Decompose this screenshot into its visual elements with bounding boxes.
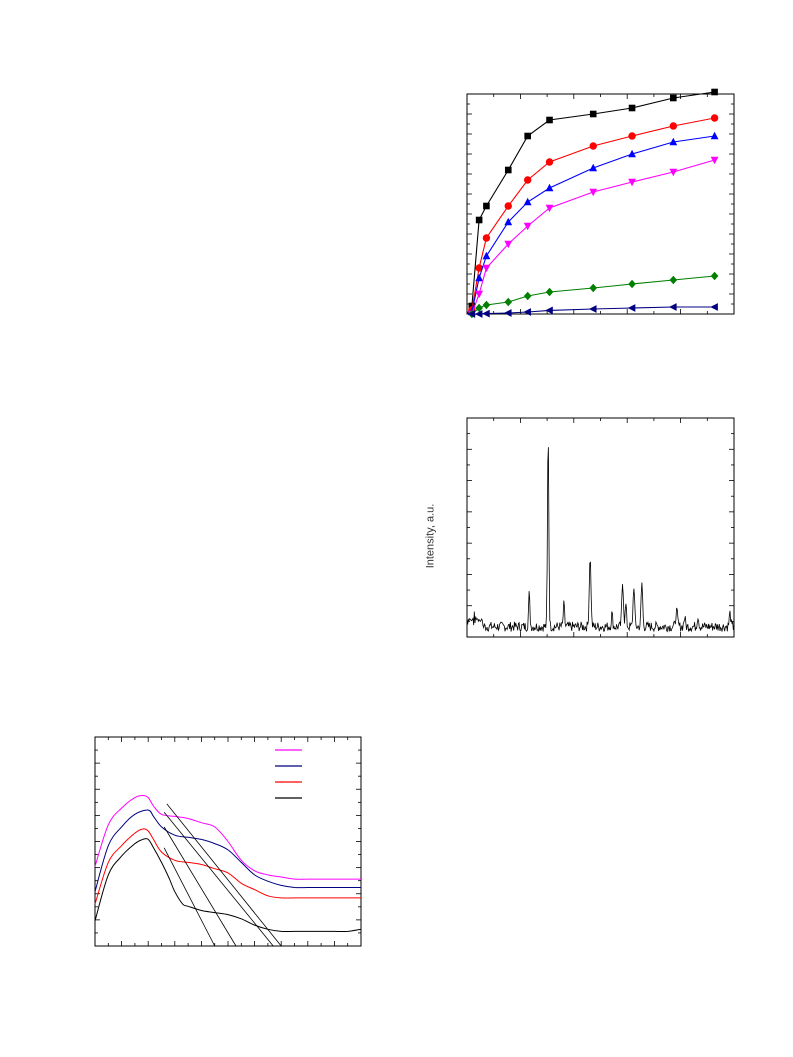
kinetics-data-point [669, 168, 678, 177]
kinetics-data-point [523, 197, 532, 206]
kinetics-data-point [503, 309, 512, 317]
kinetics-data-point [546, 116, 553, 124]
spectra-series-line-0 [94, 794, 361, 880]
kinetics-data-point [475, 216, 483, 224]
kinetics-data-point [589, 163, 598, 172]
kinetics-data-point [710, 303, 718, 311]
kinetics-data-point [523, 176, 532, 184]
kinetics-data-point [710, 131, 719, 140]
spectra-series-line-2 [94, 828, 361, 905]
spectra-series-line-3 [94, 838, 362, 933]
kinetics-data-point [468, 302, 476, 310]
kinetics-data-point [545, 158, 554, 166]
kinetics-data-point [627, 304, 636, 312]
kinetics-series-line-3 [467, 159, 715, 315]
spectra-tangent-line-1 [163, 826, 237, 947]
xrd-chart [466, 417, 735, 638]
kinetics-data-point [628, 279, 636, 289]
kinetics-data-point [475, 290, 484, 299]
xrd-pattern-line [466, 447, 735, 633]
kinetics-data-point [628, 178, 636, 187]
kinetics-data-point [545, 204, 554, 213]
kinetics-data-point [523, 308, 531, 316]
kinetics-data-point [589, 142, 597, 150]
kinetics-data-point [710, 114, 719, 122]
kinetics-data-point [504, 297, 513, 307]
kinetics-chart [466, 88, 735, 319]
xrd-y-axis-label: Intensity, a.u. [424, 503, 437, 569]
spectra-tangent-line-0 [163, 847, 216, 947]
kinetics-data-point [467, 310, 476, 318]
kinetics-data-point [545, 183, 554, 192]
spectra-series-line-1 [94, 809, 361, 892]
kinetics-data-point [711, 88, 718, 96]
kinetics-data-point [482, 264, 491, 273]
spectra-tangent-line-2 [163, 811, 274, 947]
kinetics-data-point [628, 132, 636, 140]
kinetics-data-point [504, 217, 513, 226]
kinetics-data-point [475, 303, 483, 313]
kinetics-data-point [474, 310, 483, 318]
kinetics-data-point [482, 300, 491, 310]
kinetics-data-point [589, 188, 598, 197]
kinetics-data-point [669, 122, 678, 130]
kinetics-data-point [545, 306, 553, 315]
kinetics-data-point [504, 240, 513, 249]
kinetics-data-point [483, 202, 490, 210]
kinetics-data-point [482, 234, 491, 242]
kinetics-data-point [523, 291, 532, 301]
kinetics-data-point [504, 202, 512, 210]
kinetics-data-point [482, 309, 490, 318]
kinetics-data-point [589, 110, 597, 118]
xrd-frame [466, 417, 735, 638]
kinetics-data-point [710, 156, 719, 165]
kinetics-data-point [545, 287, 554, 297]
spectra-chart [94, 736, 362, 947]
kinetics-data-point [475, 273, 484, 282]
kinetics-data-point [588, 305, 597, 313]
kinetics-data-point [482, 251, 491, 260]
spectra-tangent-line-3 [166, 803, 282, 947]
kinetics-data-point [589, 283, 598, 293]
kinetics-data-point [710, 271, 719, 281]
kinetics-data-point [669, 275, 678, 285]
kinetics-data-point [475, 264, 483, 272]
kinetics-data-point [523, 222, 532, 231]
kinetics-data-point [524, 132, 531, 140]
kinetics-data-point [670, 94, 677, 102]
kinetics-data-point [628, 149, 636, 158]
kinetics-data-point [669, 137, 678, 146]
kinetics-data-point [669, 303, 677, 311]
kinetics-data-point [628, 104, 636, 112]
kinetics-data-point [504, 166, 512, 174]
